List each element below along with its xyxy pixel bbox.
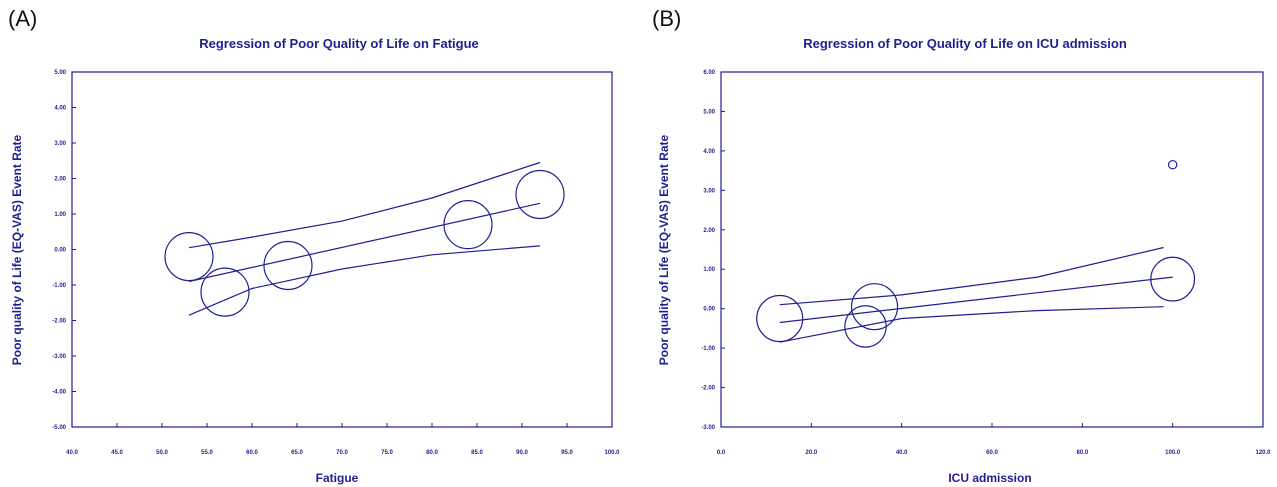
study-bubble bbox=[1150, 256, 1196, 302]
ci-upper-line bbox=[779, 246, 1164, 306]
study-bubble bbox=[756, 294, 804, 343]
x-tick-label: 90.0 bbox=[516, 450, 528, 456]
panel-letter-b: (B) bbox=[652, 6, 682, 31]
x-tick-label: 70.0 bbox=[336, 450, 348, 456]
chart-b-xlabel: ICU admission bbox=[948, 471, 1031, 485]
study-bubble bbox=[515, 169, 565, 220]
x-tick-label: 60.0 bbox=[246, 450, 258, 456]
panel-letter-a: (A) bbox=[8, 6, 38, 31]
y-tick-label: 6.00 bbox=[703, 70, 715, 76]
chart-b-lines bbox=[779, 246, 1173, 343]
chart-b-xticks: 0.0 20.0 40.0 60.0 80.0 100.0 120.0 bbox=[717, 423, 1271, 456]
study-bubble bbox=[200, 267, 250, 317]
y-tick-label: 0.00 bbox=[54, 248, 66, 254]
x-tick-label: 80.0 bbox=[1076, 450, 1088, 456]
y-tick-label: -2.00 bbox=[701, 386, 715, 392]
y-tick-label: 5.00 bbox=[703, 109, 715, 115]
chart-b-yticks: -3.00 -2.00 -1.00 0.00 1.00 2.00 3.00 4.00 5.00 6… bbox=[701, 70, 725, 431]
y-tick-label: 1.00 bbox=[54, 212, 66, 218]
chart-a-xticks: 40.0 45.0 50.0 55.0 60.0 65.0 70.0 75.0 80.0 85.0… bbox=[66, 423, 620, 456]
x-tick-label: 100.0 bbox=[1165, 450, 1181, 456]
y-tick-label: -2.00 bbox=[52, 319, 66, 325]
x-tick-label: 50.0 bbox=[156, 450, 168, 456]
y-tick-label: -4.00 bbox=[52, 390, 66, 396]
chart-a-yticks: -5.00 -4.00 -3.00 -2.00 -1.00 0.00 1.00 2.00 3.0… bbox=[52, 70, 76, 431]
x-tick-label: 0.0 bbox=[717, 450, 726, 456]
y-tick-label: 3.00 bbox=[703, 188, 715, 194]
chart-b-ylabel: Poor quality of Life (EQ-VAS) Event Rate bbox=[657, 134, 671, 365]
x-tick-label: 65.0 bbox=[291, 450, 303, 456]
x-tick-label: 55.0 bbox=[201, 450, 213, 456]
chart-a-points bbox=[164, 169, 565, 317]
chart-a-ylabel: Poor quality of Life (EQ-VAS) Event Rate bbox=[10, 134, 24, 365]
ci-upper-line bbox=[188, 161, 541, 249]
study-bubble bbox=[844, 305, 887, 348]
x-tick-label: 95.0 bbox=[561, 450, 573, 456]
regression-line bbox=[188, 202, 541, 283]
x-tick-label: 85.0 bbox=[471, 450, 483, 456]
x-tick-label: 100.0 bbox=[604, 450, 620, 456]
study-bubble bbox=[850, 283, 899, 331]
x-tick-label: 120.0 bbox=[1255, 450, 1271, 456]
y-tick-label: -3.00 bbox=[52, 354, 66, 360]
y-tick-label: 5.00 bbox=[54, 70, 66, 76]
ci-lower-line bbox=[779, 306, 1164, 343]
chart-b: Regression of Poor Quality of Life on IC… bbox=[657, 36, 1271, 485]
y-tick-label: 3.00 bbox=[54, 141, 66, 147]
regression-line bbox=[779, 276, 1173, 324]
chart-b-points bbox=[756, 159, 1196, 348]
x-tick-label: 40.0 bbox=[896, 450, 908, 456]
x-tick-label: 60.0 bbox=[986, 450, 998, 456]
study-bubble bbox=[1167, 159, 1178, 170]
study-bubble bbox=[263, 240, 313, 291]
chart-b-title: Regression of Poor Quality of Life on IC… bbox=[803, 36, 1127, 51]
study-bubble bbox=[443, 200, 493, 250]
y-tick-label: 0.00 bbox=[703, 307, 715, 313]
y-tick-label: 1.00 bbox=[703, 267, 715, 273]
x-tick-label: 80.0 bbox=[426, 450, 438, 456]
study-bubble bbox=[164, 232, 214, 282]
chart-b-plot-frame bbox=[720, 71, 1264, 428]
chart-a-xlabel: Fatigue bbox=[316, 471, 359, 485]
chart-a: Regression of Poor Quality of Life on Fa… bbox=[10, 36, 620, 485]
x-tick-label: 45.0 bbox=[111, 450, 123, 456]
y-tick-label: -3.00 bbox=[701, 425, 715, 431]
y-tick-label: -5.00 bbox=[52, 425, 66, 431]
x-tick-label: 20.0 bbox=[805, 450, 817, 456]
y-tick-label: -1.00 bbox=[52, 283, 66, 289]
y-tick-label: 2.00 bbox=[703, 228, 715, 234]
x-tick-label: 75.0 bbox=[381, 450, 393, 456]
y-tick-label: 4.00 bbox=[54, 106, 66, 112]
y-tick-label: -1.00 bbox=[701, 346, 715, 352]
x-tick-label: 40.0 bbox=[66, 450, 78, 456]
y-tick-label: 4.00 bbox=[703, 149, 715, 155]
ci-lower-line bbox=[188, 245, 541, 316]
y-tick-label: 2.00 bbox=[54, 177, 66, 183]
chart-a-title: Regression of Poor Quality of Life on Fa… bbox=[199, 36, 479, 51]
chart-a-plot-frame bbox=[71, 71, 613, 428]
chart-a-lines bbox=[188, 161, 541, 316]
